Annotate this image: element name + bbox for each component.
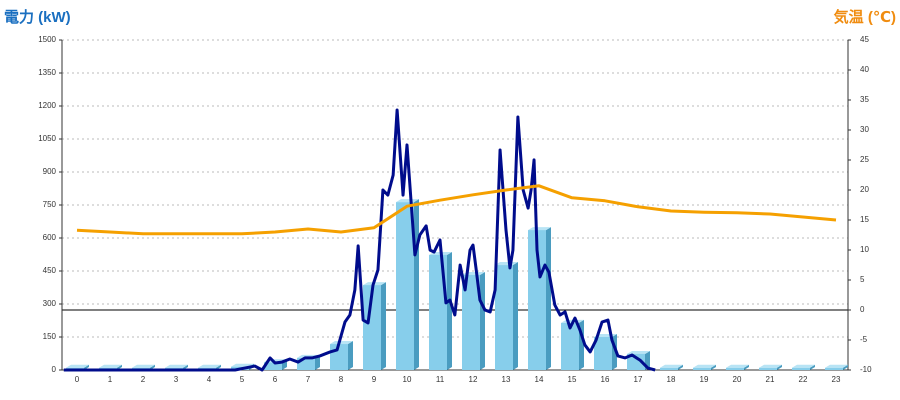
y2-tick-label: 10 [860, 245, 869, 254]
bar-top [693, 364, 716, 368]
bar-top [99, 364, 122, 368]
bar-side [711, 364, 716, 370]
bar-top [66, 364, 89, 368]
y2-tick-label: 30 [860, 125, 869, 134]
y-tick-label: 150 [43, 332, 57, 341]
x-tick-label: 6 [273, 375, 278, 384]
bar-top [396, 199, 419, 203]
y-tick-label: 1350 [38, 68, 56, 77]
bar [363, 285, 381, 370]
bar-side [480, 271, 485, 370]
y-tick-label: 750 [43, 200, 57, 209]
bar-side [744, 364, 749, 370]
x-tick-label: 19 [700, 375, 709, 384]
y2-tick-label: 35 [860, 95, 869, 104]
y2-tick-label: -10 [860, 365, 872, 374]
bar [561, 322, 579, 370]
bar [429, 254, 447, 370]
bar [495, 265, 513, 370]
bar-side [513, 262, 518, 370]
bar [693, 367, 711, 370]
bar [759, 367, 777, 370]
y2-tick-label: 5 [860, 275, 865, 284]
x-tick-label: 18 [667, 375, 676, 384]
bar-side [810, 364, 815, 370]
x-tick-label: 17 [634, 375, 643, 384]
bar [627, 353, 645, 370]
y2-tick-label: 20 [860, 185, 869, 194]
bar [594, 337, 612, 370]
x-tick-label: 7 [306, 375, 311, 384]
power-line [63, 108, 656, 372]
x-tick-label: 13 [502, 375, 511, 384]
temperature-line [76, 184, 837, 236]
y2-tick-label: -5 [860, 335, 868, 344]
x-tick-label: 1 [108, 375, 113, 384]
y-tick-label: 600 [43, 233, 57, 242]
x-tick-label: 12 [469, 375, 478, 384]
bar-top [627, 350, 650, 354]
bar [396, 202, 414, 370]
bar-top [825, 364, 848, 368]
y-tick-label: 1200 [38, 101, 56, 110]
x-tick-label: 9 [372, 375, 377, 384]
x-tick-label: 8 [339, 375, 344, 384]
bar-top [660, 364, 683, 368]
x-tick-label: 3 [174, 375, 179, 384]
bar-side [315, 354, 320, 370]
bar-side [777, 364, 782, 370]
x-tick-label: 10 [403, 375, 412, 384]
bar [825, 367, 843, 370]
y2-tick-label: 45 [860, 35, 869, 44]
x-tick-label: 21 [766, 375, 775, 384]
bar-top [165, 364, 188, 368]
bar-side [414, 199, 419, 370]
bar [792, 367, 810, 370]
y-tick-label: 0 [52, 365, 57, 374]
x-tick-label: 22 [799, 375, 808, 384]
bar-side [381, 282, 386, 370]
bar [264, 362, 282, 370]
x-tick-label: 5 [240, 375, 245, 384]
y2-tick-label: 40 [860, 65, 869, 74]
bar [528, 230, 546, 370]
x-tick-label: 20 [733, 375, 742, 384]
x-tick-label: 14 [535, 375, 544, 384]
y2-tick-label: 0 [860, 305, 865, 314]
bar [462, 274, 480, 370]
bar-side [348, 341, 353, 370]
bar-side [843, 364, 848, 370]
y-tick-label: 450 [43, 266, 57, 275]
y2-tick-label: 25 [860, 155, 869, 164]
x-tick-label: 2 [141, 375, 146, 384]
bar-top [792, 364, 815, 368]
y-tick-label: 300 [43, 299, 57, 308]
bar-top [132, 364, 155, 368]
bar-top [198, 364, 221, 368]
x-tick-label: 16 [601, 375, 610, 384]
x-tick-label: 23 [832, 375, 841, 384]
bar [726, 367, 744, 370]
bar-side [447, 251, 452, 370]
bar [660, 367, 678, 370]
x-tick-label: 4 [207, 375, 212, 384]
y2-axis-title: 気温 (℃) [834, 8, 896, 26]
bar-top [330, 341, 353, 345]
y-tick-label: 900 [43, 167, 57, 176]
bar-top [528, 227, 551, 231]
x-tick-label: 0 [75, 375, 80, 384]
x-tick-label: 15 [568, 375, 577, 384]
y-tick-label: 1050 [38, 134, 56, 143]
y2-tick-label: 15 [860, 215, 869, 224]
bar-top [726, 364, 749, 368]
x-tick-label: 11 [436, 375, 445, 384]
bar-top [759, 364, 782, 368]
bar-side [678, 364, 683, 370]
bar-side [546, 227, 551, 370]
y-tick-label: 1500 [38, 35, 56, 44]
y-axis-title: 電力 (kW) [4, 8, 71, 26]
